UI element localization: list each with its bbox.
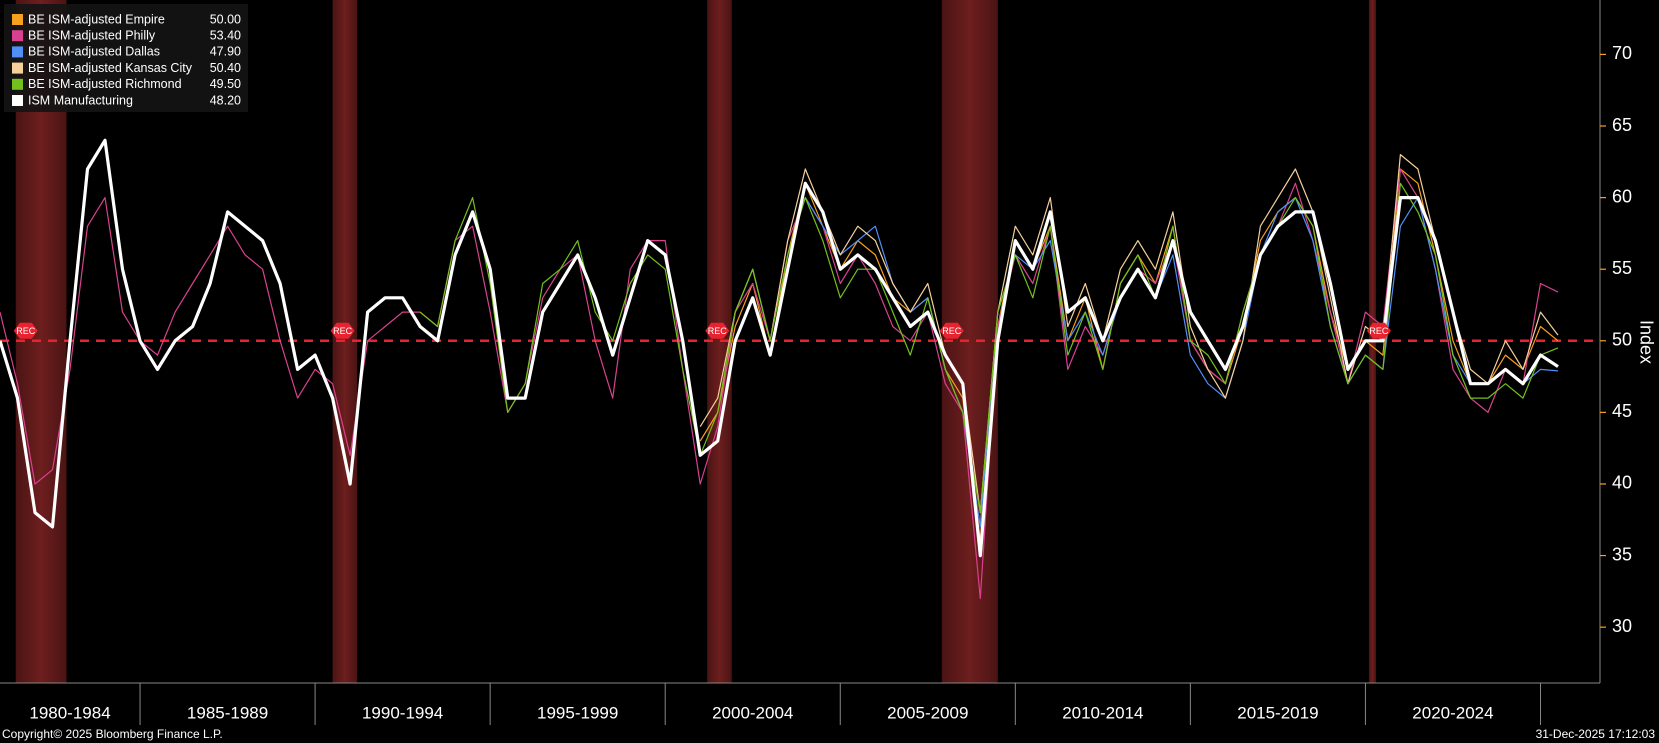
- recession-marker-label: REC: [708, 326, 728, 336]
- recession-marker: [705, 322, 730, 339]
- series-line: [419, 182, 1559, 514]
- footer-copyright: Copyright© 2025 Bloomberg Finance L.P.: [2, 727, 223, 741]
- y-tick-label: 35: [1612, 544, 1632, 564]
- y-tick-label: 65: [1612, 115, 1632, 135]
- y-tick-label: 30: [1612, 616, 1632, 636]
- y-tick-label: 60: [1612, 186, 1632, 206]
- y-tick-label: 70: [1612, 43, 1632, 63]
- legend-value: 47.90: [210, 45, 241, 59]
- y-tick-label: 45: [1612, 401, 1632, 421]
- y-axis-label: Index: [1636, 320, 1656, 364]
- recession-marker: [330, 322, 355, 339]
- recession-marker: [939, 322, 964, 339]
- legend-value: 50.40: [210, 61, 241, 75]
- recession-marker: [13, 322, 38, 339]
- recession-marker-label: REC: [942, 326, 962, 336]
- legend-label: ISM Manufacturing: [28, 93, 133, 107]
- legend-label: BE ISM-adjusted Richmond: [28, 77, 182, 91]
- x-tick-label: 2010-2014: [1062, 703, 1143, 722]
- x-tick-label: 2020-2024: [1412, 703, 1493, 722]
- y-tick-label: 55: [1612, 258, 1632, 278]
- x-tick-label: 2005-2009: [887, 703, 968, 722]
- legend-swatch: [12, 95, 23, 106]
- legend-label: BE ISM-adjusted Kansas City: [28, 61, 193, 75]
- legend-label: BE ISM-adjusted Philly: [28, 28, 156, 42]
- x-tick-label: 1995-1999: [537, 703, 618, 722]
- legend-swatch: [12, 62, 23, 74]
- x-tick-label: 2000-2004: [712, 703, 793, 722]
- y-tick-label: 50: [1612, 330, 1632, 350]
- recession-marker-label: REC: [16, 326, 36, 336]
- series-line: [699, 154, 1559, 514]
- recession-marker: [1366, 322, 1391, 339]
- y-tick-label: 40: [1612, 473, 1632, 493]
- legend-swatch: [12, 46, 23, 58]
- recession-marker-label: REC: [1369, 326, 1389, 336]
- legend-swatch: [12, 30, 23, 42]
- legend-value: 50.00: [210, 12, 241, 26]
- legend-swatch: [12, 14, 23, 25]
- recession-marker-label: REC: [333, 326, 353, 336]
- legend-value: 53.40: [210, 28, 241, 42]
- legend-swatch: [12, 78, 23, 90]
- x-tick-label: 1990-1994: [362, 703, 443, 722]
- legend-value: 49.50: [210, 77, 241, 91]
- series-line: [0, 138, 1559, 558]
- x-tick-label: 1985-1989: [187, 703, 268, 722]
- footer-timestamp: 31-Dec-2025 17:12:03: [1536, 727, 1656, 741]
- legend-label: BE ISM-adjusted Empire: [28, 12, 165, 26]
- legend-label: BE ISM-adjusted Dallas: [28, 45, 160, 59]
- x-tick-label: 1980-1984: [29, 703, 110, 722]
- legend-box: [4, 4, 248, 112]
- x-tick-label: 2015-2019: [1237, 703, 1318, 722]
- legend-value: 48.20: [210, 93, 241, 107]
